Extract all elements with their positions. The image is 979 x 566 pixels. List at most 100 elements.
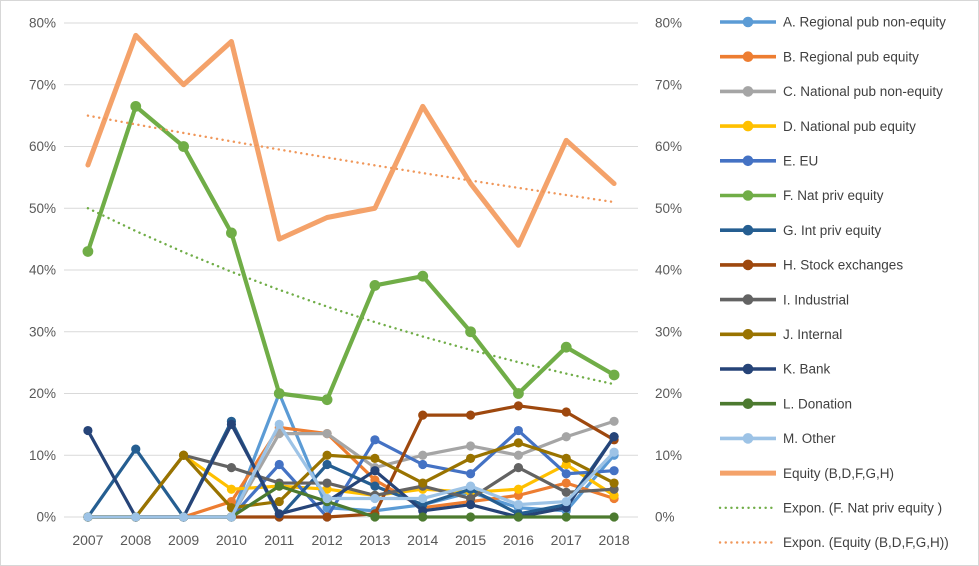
series-marker-e-eu bbox=[561, 469, 571, 479]
series-marker-m-other bbox=[561, 496, 571, 507]
series-marker-l-donation bbox=[513, 512, 524, 522]
legend-label: A. Regional pub non-equity bbox=[783, 15, 946, 30]
series-marker-f-nat-priv-equity bbox=[273, 388, 285, 399]
series-marker-l-donation bbox=[465, 512, 476, 522]
x-axis-label: 2011 bbox=[264, 532, 294, 548]
series-marker-e-eu bbox=[274, 459, 284, 470]
legend-label: K. Bank bbox=[783, 362, 831, 377]
series-marker-f-nat-priv-equity bbox=[321, 394, 333, 406]
series-marker-c-national-pub-non-equity bbox=[513, 450, 524, 460]
series-marker-i-industrial bbox=[322, 478, 332, 488]
series-marker-h-stock-exchanges bbox=[465, 410, 476, 420]
x-axis-label: 2015 bbox=[455, 532, 486, 548]
y-axis-label-right: 40% bbox=[655, 263, 682, 278]
legend-swatch-marker bbox=[742, 16, 754, 28]
y-axis-label-right: 80% bbox=[655, 16, 682, 31]
y-axis-label-left: 80% bbox=[29, 16, 56, 31]
y-axis-label-left: 10% bbox=[29, 448, 56, 463]
series-marker-m-other bbox=[322, 493, 332, 504]
series-marker-h-stock-exchanges bbox=[513, 401, 524, 411]
series-marker-m-other bbox=[274, 419, 284, 429]
series-marker-l-donation bbox=[561, 512, 571, 522]
x-axis-label: 2010 bbox=[216, 532, 247, 548]
series-marker-f-nat-priv-equity bbox=[608, 369, 620, 381]
legend-swatch-marker bbox=[742, 224, 754, 236]
series-line-h-stock-exchanges bbox=[86, 404, 616, 519]
series-marker-j-internal bbox=[178, 450, 189, 460]
legend-label: J. Internal bbox=[783, 327, 842, 342]
series-marker-f-nat-priv-equity bbox=[130, 100, 142, 112]
series-marker-j-internal bbox=[561, 453, 571, 463]
series-marker-i-industrial bbox=[513, 463, 524, 473]
legend-label: E. EU bbox=[783, 154, 818, 169]
series-marker-c-national-pub-non-equity bbox=[561, 432, 571, 442]
y-axis-label-left: 50% bbox=[29, 201, 56, 216]
trendline-expon-f-nat-priv-equity bbox=[86, 207, 616, 386]
series-marker-i-industrial bbox=[226, 463, 237, 473]
series-marker-f-nat-priv-equity bbox=[513, 388, 524, 399]
series-marker-g-int-priv-equity bbox=[370, 481, 380, 491]
series-marker-h-stock-exchanges bbox=[561, 407, 571, 417]
legend-swatch-marker bbox=[742, 433, 754, 444]
series-marker-l-donation bbox=[418, 512, 428, 522]
legend-label: Expon. (F. Nat priv equity ) bbox=[783, 501, 942, 516]
y-axis-label-right: 10% bbox=[655, 448, 682, 463]
legend-swatch-marker bbox=[742, 155, 754, 167]
series-line-equity-b-d-f-g-h bbox=[85, 32, 617, 248]
legend-swatch-marker bbox=[742, 363, 754, 375]
series-marker-k-bank bbox=[226, 419, 237, 429]
series-marker-c-national-pub-non-equity bbox=[465, 441, 476, 451]
legend-label: G. Int priv equity bbox=[783, 223, 882, 238]
series-marker-j-internal bbox=[513, 438, 524, 448]
series-marker-d-national-pub-equity bbox=[513, 484, 524, 494]
legend-label: C. National pub non-equity bbox=[783, 84, 943, 99]
series-marker-d-national-pub-equity bbox=[226, 484, 237, 494]
series-marker-j-internal bbox=[322, 450, 332, 460]
series-marker-f-nat-priv-equity bbox=[82, 246, 94, 257]
legend-label: L. Donation bbox=[783, 396, 852, 411]
x-axis-label: 2014 bbox=[407, 532, 438, 548]
series-marker-f-nat-priv-equity bbox=[226, 227, 237, 239]
legend-swatch-marker bbox=[742, 294, 754, 305]
series-marker-l-donation bbox=[370, 512, 380, 522]
series-marker-k-bank bbox=[274, 509, 284, 519]
series-marker-j-internal bbox=[465, 453, 476, 463]
legend-label: F. Nat priv equity bbox=[783, 188, 884, 203]
series-marker-j-internal bbox=[609, 478, 619, 488]
y-axis-label-left: 60% bbox=[29, 139, 56, 154]
y-axis-label-left: 20% bbox=[29, 386, 56, 401]
series-marker-m-other bbox=[370, 493, 380, 504]
legend-swatch-marker bbox=[742, 398, 754, 410]
trendline-expon-equity-b-d-f-g-h bbox=[86, 114, 616, 204]
legend-label: B. Regional pub equity bbox=[783, 49, 919, 64]
x-axis-label: 2012 bbox=[312, 532, 343, 548]
x-axis-label: 2017 bbox=[551, 532, 582, 548]
series-marker-m-other bbox=[465, 481, 476, 491]
legend-label: I. Industrial bbox=[783, 292, 849, 307]
legend-swatch-marker bbox=[742, 120, 754, 132]
legend-swatch-marker bbox=[742, 51, 754, 62]
y-axis-label-left: 40% bbox=[29, 263, 56, 278]
y-axis-label-left: 70% bbox=[29, 77, 56, 92]
series-marker-e-eu bbox=[513, 425, 524, 436]
series-marker-j-internal bbox=[274, 496, 284, 507]
series-marker-g-int-priv-equity bbox=[131, 444, 141, 454]
series-marker-c-national-pub-non-equity bbox=[609, 416, 619, 426]
legend-label: H. Stock exchanges bbox=[783, 258, 903, 273]
x-axis-label: 2018 bbox=[599, 532, 630, 548]
y-axis-label-left: 30% bbox=[29, 324, 56, 339]
legend-swatch-marker bbox=[742, 190, 754, 201]
series-marker-e-eu bbox=[465, 469, 476, 479]
series-marker-k-bank bbox=[370, 466, 380, 476]
series-marker-m-other bbox=[226, 512, 237, 522]
x-axis-label: 2008 bbox=[120, 532, 151, 548]
series-marker-m-other bbox=[513, 500, 524, 510]
x-axis-label: 2009 bbox=[168, 532, 199, 548]
series-line-g-int-priv-equity bbox=[86, 419, 616, 519]
legend-swatch-marker bbox=[742, 329, 754, 340]
series-marker-m-other bbox=[609, 447, 619, 457]
series-marker-m-other bbox=[418, 493, 428, 504]
x-axis-label: 2013 bbox=[359, 532, 390, 548]
series-marker-m-other bbox=[178, 512, 189, 522]
